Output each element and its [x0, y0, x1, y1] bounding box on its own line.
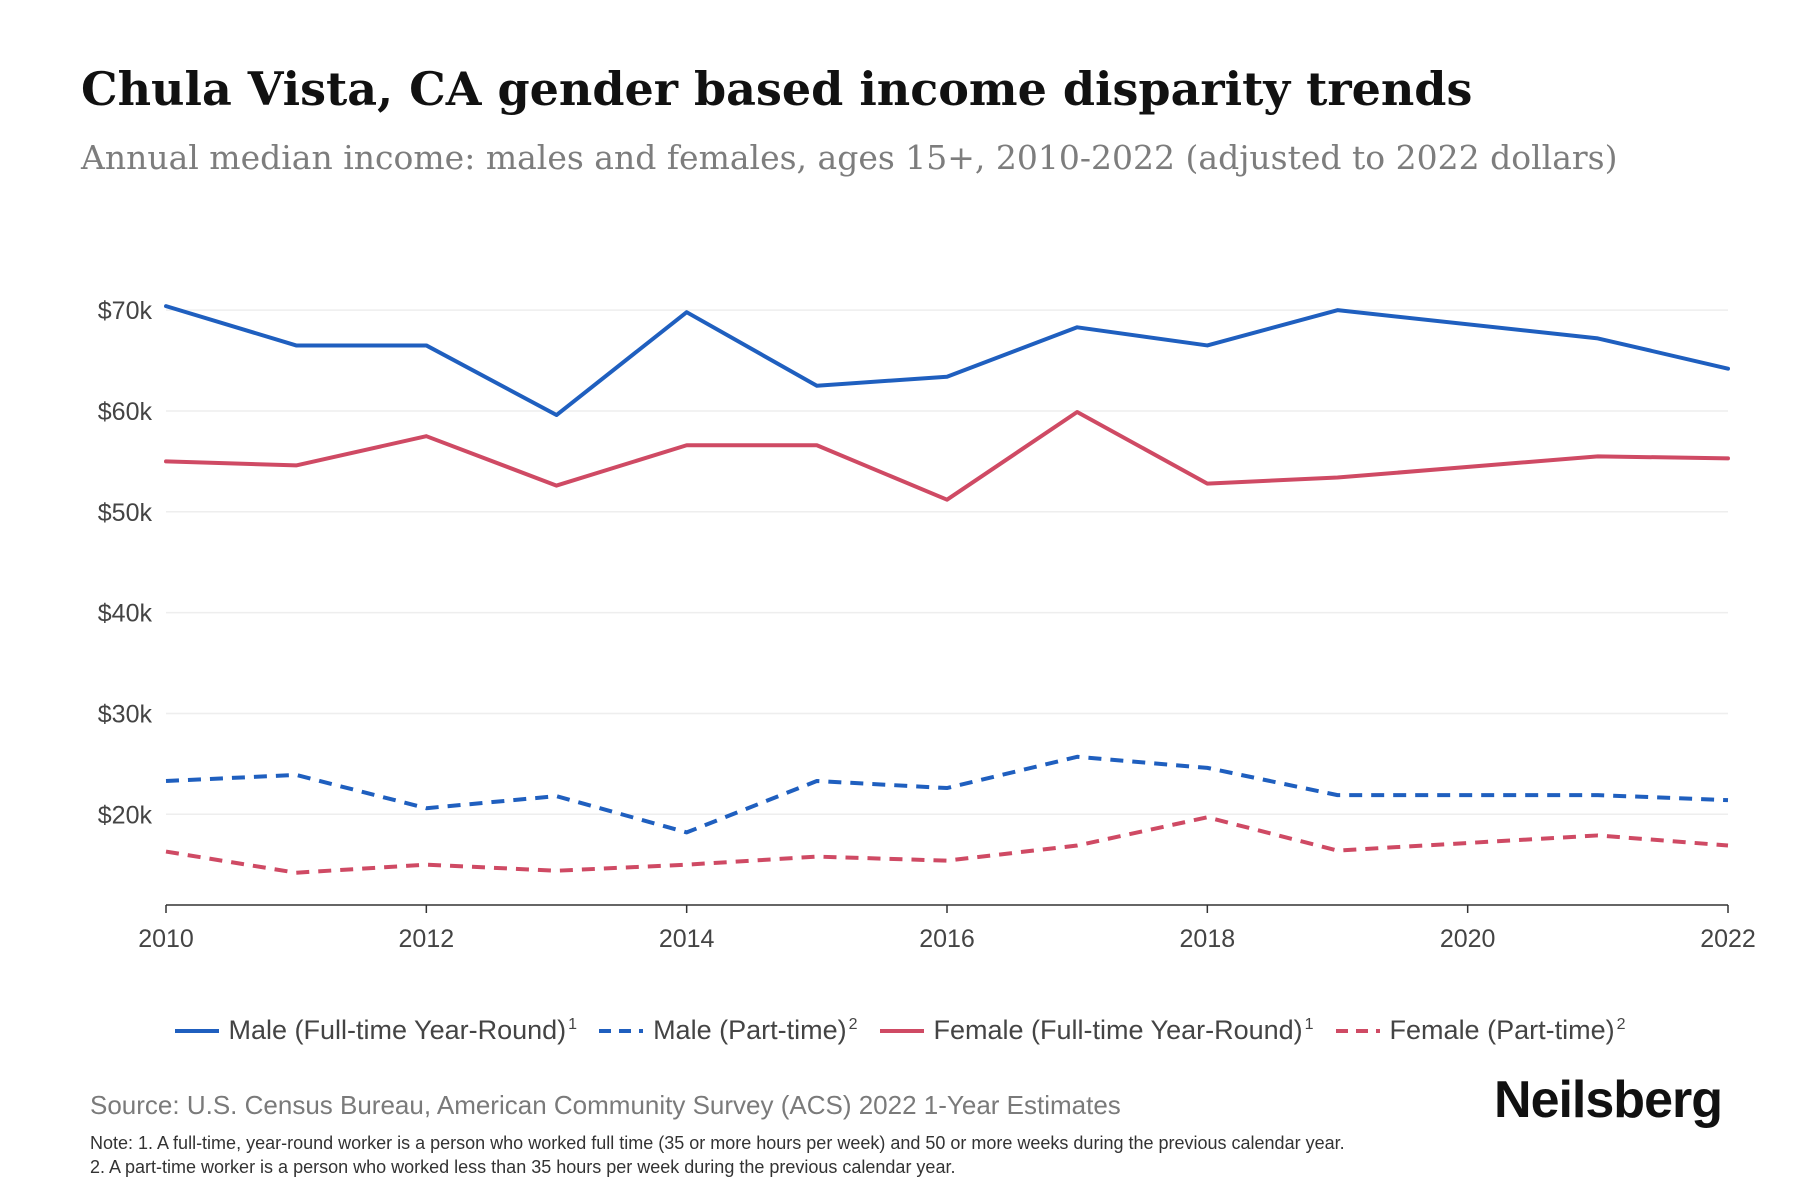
legend-swatch-male-full-time: [174, 1028, 219, 1033]
series-line-3: [165, 815, 1729, 875]
y-tick-label: $60k: [98, 398, 153, 426]
footnote-1: Note: 1. A full-time, year-round worker …: [90, 1133, 1345, 1153]
y-tick-label: $70k: [98, 297, 153, 325]
x-tick-label: 2022: [1700, 925, 1756, 953]
x-tick-label: 2010: [138, 925, 194, 953]
x-tick-label: 2020: [1440, 925, 1496, 953]
x-tick-label: 2012: [399, 925, 455, 953]
legend-label: Male (Full-time Year-Round) 1: [228, 1015, 578, 1045]
series-line-1: [165, 754, 1729, 835]
chart-title: Chula Vista, CA gender based income disp…: [81, 62, 1473, 116]
legend-swatch-female-full-time: [879, 1028, 924, 1033]
x-tick-label: 2016: [919, 925, 975, 953]
series-line-2: [164, 409, 1730, 502]
x-tick-label: 2018: [1180, 925, 1236, 953]
legend-label: Female (Full-time Year-Round) 1: [933, 1015, 1314, 1045]
legend-swatch-female-part-time: [1335, 1028, 1380, 1033]
legend-item-male-full-time: Male (Full-time Year-Round) 1: [174, 1015, 578, 1046]
legend-label: Male (Part-time) 2: [653, 1015, 858, 1045]
legend: Male (Full-time Year-Round) 1 Male (Part-…: [0, 1015, 1800, 1046]
legend-label: Female (Part-time) 2: [1389, 1015, 1626, 1045]
legend-item-male-part-time: Male (Part-time) 2: [599, 1015, 858, 1046]
y-tick-label: $30k: [98, 700, 153, 728]
series-line-0: [164, 304, 1730, 418]
y-tick-label: $20k: [98, 801, 153, 829]
chart-subtitle: Annual median income: males and females,…: [81, 138, 1618, 177]
y-tick-label: $40k: [98, 600, 153, 628]
legend-swatch-male-part-time: [599, 1028, 644, 1033]
legend-item-female-full-time: Female (Full-time Year-Round) 1: [879, 1015, 1314, 1046]
line-chart: $20k $30k $40k $50k $60k $70k 2010 2012 2014 2016…: [98, 297, 1756, 953]
x-tick-label: 2014: [659, 925, 715, 953]
brand-logo: Neilsberg: [1494, 1071, 1723, 1129]
source-text: Source: U.S. Census Bureau, American Com…: [90, 1090, 1121, 1120]
footnote-2: 2. A part-time worker is a person who wo…: [90, 1157, 956, 1177]
legend-item-female-part-time: Female (Part-time) 2: [1335, 1015, 1626, 1046]
y-tick-label: $50k: [98, 499, 153, 527]
